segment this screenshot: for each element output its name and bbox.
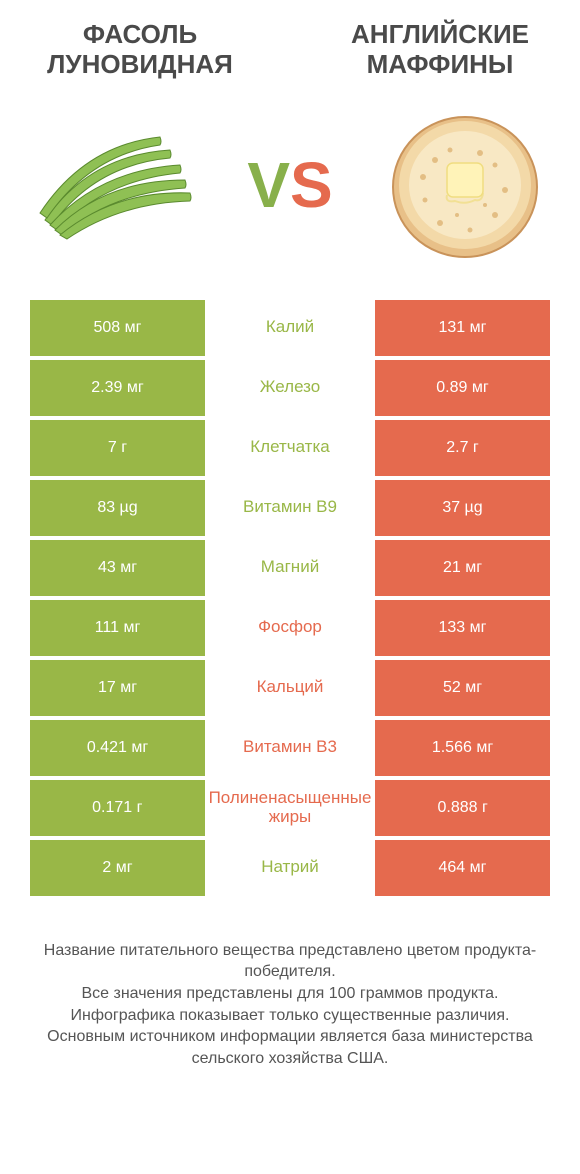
footer-line-2: Все значения представлены для 100 граммо… — [30, 983, 550, 1005]
nutrient-label: Калий — [205, 300, 375, 356]
footer-line-1: Название питательного вещества представл… — [30, 940, 550, 983]
vs-label: VS — [247, 153, 332, 217]
nutrient-label: Магний — [205, 540, 375, 596]
vs-row: VS — [0, 90, 580, 300]
left-product-image — [30, 100, 200, 270]
nutrient-label: Витамин B9 — [205, 480, 375, 536]
left-product-title: ФАСОЛЬ ЛУНОВИДНАЯ — [30, 20, 250, 80]
footer-notes: Название питательного вещества представл… — [0, 900, 580, 1070]
left-value-cell: 43 мг — [30, 540, 205, 596]
right-value-cell: 21 мг — [375, 540, 550, 596]
left-value-cell: 111 мг — [30, 600, 205, 656]
nutrient-label: Натрий — [205, 840, 375, 896]
table-row: 2.39 мгЖелезо0.89 мг — [30, 360, 550, 416]
right-value-cell: 2.7 г — [375, 420, 550, 476]
footer-line-4: Основным источником информации является … — [30, 1026, 550, 1069]
right-value-cell: 1.566 мг — [375, 720, 550, 776]
nutrient-label: Клетчатка — [205, 420, 375, 476]
right-value-cell: 0.888 г — [375, 780, 550, 836]
vs-s-letter: S — [290, 149, 333, 221]
left-value-cell: 508 мг — [30, 300, 205, 356]
header: ФАСОЛЬ ЛУНОВИДНАЯ АНГЛИЙСКИЕ МАФФИНЫ — [0, 0, 580, 90]
left-value-cell: 83 µg — [30, 480, 205, 536]
right-value-cell: 52 мг — [375, 660, 550, 716]
table-row: 17 мгКальций52 мг — [30, 660, 550, 716]
nutrient-label: Фосфор — [205, 600, 375, 656]
nutrient-label: Кальций — [205, 660, 375, 716]
left-value-cell: 2.39 мг — [30, 360, 205, 416]
nutrient-label: Витамин B3 — [205, 720, 375, 776]
table-row: 83 µgВитамин B937 µg — [30, 480, 550, 536]
right-value-cell: 131 мг — [375, 300, 550, 356]
left-value-cell: 17 мг — [30, 660, 205, 716]
green-beans-icon — [30, 125, 200, 245]
right-product-image — [380, 100, 550, 270]
table-row: 7 гКлетчатка2.7 г — [30, 420, 550, 476]
nutrient-label: Полиненасыщенные жиры — [205, 780, 376, 836]
left-value-cell: 0.171 г — [30, 780, 205, 836]
table-row: 111 мгФосфор133 мг — [30, 600, 550, 656]
right-value-cell: 464 мг — [375, 840, 550, 896]
table-row: 508 мгКалий131 мг — [30, 300, 550, 356]
right-value-cell: 0.89 мг — [375, 360, 550, 416]
table-row: 2 мгНатрий464 мг — [30, 840, 550, 896]
right-product-title: АНГЛИЙСКИЕ МАФФИНЫ — [330, 20, 550, 80]
left-value-cell: 0.421 мг — [30, 720, 205, 776]
nutrition-table: 508 мгКалий131 мг2.39 мгЖелезо0.89 мг7 г… — [0, 300, 580, 896]
table-row: 0.421 мгВитамин B31.566 мг — [30, 720, 550, 776]
table-row: 0.171 гПолиненасыщенные жиры0.888 г — [30, 780, 550, 836]
english-muffin-icon — [385, 105, 545, 265]
footer-line-3: Инфографика показывает только существенн… — [30, 1005, 550, 1027]
left-value-cell: 2 мг — [30, 840, 205, 896]
vs-v-letter: V — [247, 149, 290, 221]
table-row: 43 мгМагний21 мг — [30, 540, 550, 596]
nutrient-label: Железо — [205, 360, 375, 416]
right-value-cell: 133 мг — [375, 600, 550, 656]
left-value-cell: 7 г — [30, 420, 205, 476]
right-value-cell: 37 µg — [375, 480, 550, 536]
